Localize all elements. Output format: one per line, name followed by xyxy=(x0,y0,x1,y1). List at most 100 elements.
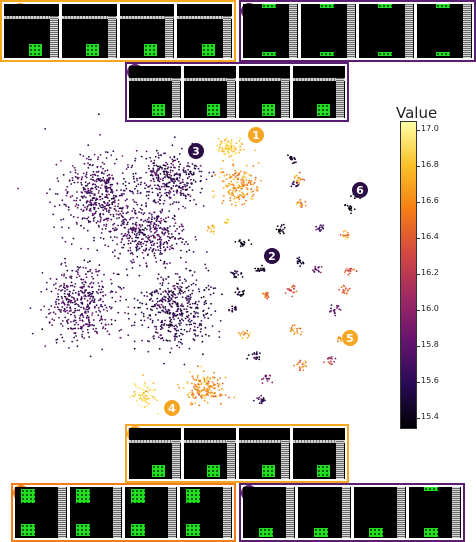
data-point xyxy=(297,201,300,204)
data-point xyxy=(234,308,237,311)
data-point xyxy=(255,351,258,353)
data-point xyxy=(338,308,340,311)
data-point xyxy=(141,209,144,211)
data-point xyxy=(219,377,222,380)
data-point xyxy=(198,379,200,382)
data-point xyxy=(192,394,194,397)
data-point xyxy=(279,230,281,233)
data-point xyxy=(196,385,199,388)
data-point xyxy=(182,188,185,191)
floor-strip xyxy=(238,78,291,81)
data-point xyxy=(342,336,345,339)
data-point xyxy=(85,157,88,160)
data-point xyxy=(229,176,232,179)
data-point xyxy=(63,340,65,343)
data-point xyxy=(159,199,162,202)
data-point xyxy=(99,237,102,239)
data-point xyxy=(158,300,161,302)
data-point xyxy=(283,226,286,229)
data-point xyxy=(174,173,176,176)
data-point xyxy=(173,201,176,203)
data-point xyxy=(163,295,166,298)
data-point xyxy=(146,190,148,193)
colorbar-tick-label: 15.8 xyxy=(421,340,439,349)
data-point xyxy=(246,192,249,195)
data-point xyxy=(112,196,115,199)
data-point xyxy=(158,220,160,223)
data-point xyxy=(156,170,158,173)
data-point xyxy=(276,225,279,228)
data-point xyxy=(161,337,164,339)
data-point xyxy=(87,291,90,294)
data-point xyxy=(176,303,179,306)
data-point xyxy=(200,175,203,178)
data-point xyxy=(292,181,295,183)
data-point xyxy=(278,230,280,233)
data-point xyxy=(176,302,179,305)
data-point xyxy=(262,293,265,295)
data-point xyxy=(113,236,116,238)
data-point xyxy=(74,169,77,172)
data-point xyxy=(86,229,89,232)
data-point xyxy=(173,182,175,185)
data-point xyxy=(69,275,72,278)
data-point xyxy=(58,285,61,288)
data-point xyxy=(80,298,82,301)
data-point xyxy=(171,324,174,327)
data-point xyxy=(69,327,72,330)
data-point xyxy=(207,225,210,228)
data-point xyxy=(196,326,199,329)
data-point xyxy=(296,327,298,330)
data-point xyxy=(230,149,233,152)
data-point xyxy=(205,313,207,316)
data-point xyxy=(157,178,160,181)
data-point xyxy=(181,315,184,317)
data-point xyxy=(245,179,248,182)
data-point xyxy=(82,316,85,318)
data-point xyxy=(227,191,230,194)
data-point xyxy=(153,236,155,239)
data-point xyxy=(140,243,142,246)
data-point xyxy=(136,245,139,248)
data-point xyxy=(193,173,195,175)
data-point xyxy=(97,288,100,291)
data-point xyxy=(315,269,318,271)
data-point xyxy=(233,195,236,198)
data-point xyxy=(261,382,264,384)
data-point xyxy=(93,301,96,304)
data-point xyxy=(227,145,230,148)
data-point xyxy=(223,221,226,224)
data-point xyxy=(186,184,189,187)
data-point xyxy=(131,261,134,264)
data-point xyxy=(168,330,170,333)
data-point xyxy=(177,238,180,240)
data-point xyxy=(44,345,47,347)
data-point xyxy=(168,295,171,298)
data-point xyxy=(181,312,184,315)
data-point xyxy=(73,319,76,322)
data-point xyxy=(141,405,143,407)
data-point xyxy=(104,196,106,199)
data-point xyxy=(290,327,293,330)
data-point xyxy=(190,283,193,286)
data-point xyxy=(45,316,48,318)
data-point xyxy=(245,172,248,175)
data-point xyxy=(98,195,101,198)
data-point xyxy=(117,257,120,260)
data-point xyxy=(53,319,55,322)
data-point xyxy=(84,280,86,283)
data-point xyxy=(357,193,359,195)
data-point xyxy=(70,299,73,302)
data-point xyxy=(108,177,111,180)
data-point xyxy=(198,386,201,389)
data-point xyxy=(146,401,148,404)
data-point xyxy=(319,224,322,227)
data-point xyxy=(146,395,149,397)
data-point xyxy=(189,269,192,272)
data-point xyxy=(333,310,336,313)
data-point xyxy=(97,192,100,194)
data-point xyxy=(207,284,210,287)
data-point xyxy=(106,190,109,193)
data-point xyxy=(105,217,108,220)
data-point xyxy=(164,248,167,251)
